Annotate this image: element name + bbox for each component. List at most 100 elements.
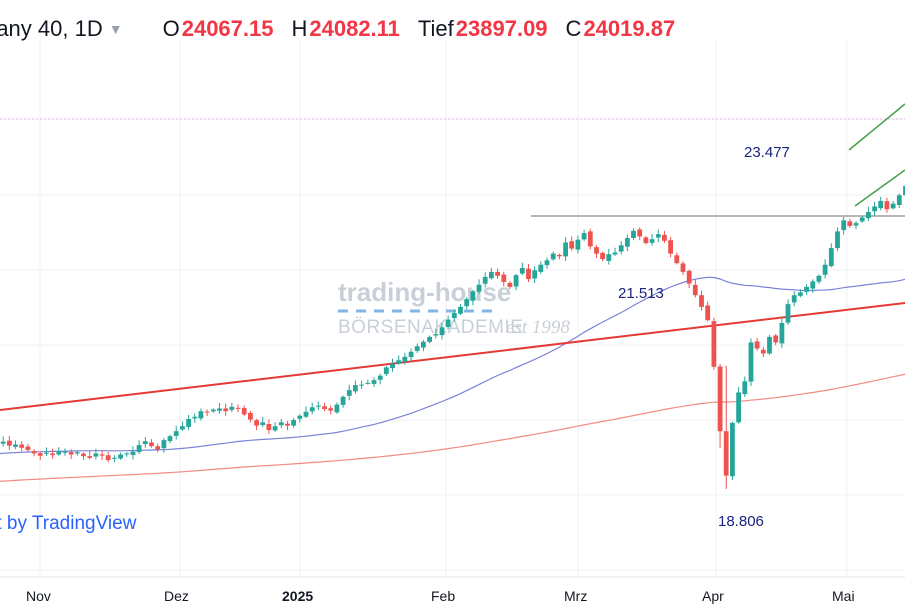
candle bbox=[649, 233, 655, 246]
candle-body bbox=[662, 234, 667, 241]
candle-body bbox=[186, 419, 191, 427]
x-tick-label: Nov bbox=[26, 588, 51, 604]
candle bbox=[841, 216, 847, 235]
candle-body bbox=[810, 281, 816, 289]
candle bbox=[767, 334, 772, 355]
symbol-label[interactable]: many 40, 1D bbox=[0, 16, 103, 41]
support-trendline bbox=[0, 302, 905, 411]
candle-body bbox=[742, 381, 748, 395]
candle-body bbox=[717, 366, 723, 432]
candle bbox=[730, 421, 735, 480]
candle bbox=[723, 365, 729, 489]
candle-body bbox=[896, 195, 902, 205]
candle-body bbox=[532, 270, 538, 279]
candle-body bbox=[377, 375, 383, 380]
candle-body bbox=[334, 404, 340, 413]
candle-body bbox=[241, 408, 247, 415]
candle bbox=[458, 304, 463, 316]
candle bbox=[229, 402, 235, 413]
candle-body bbox=[68, 452, 74, 455]
candle bbox=[705, 301, 711, 322]
candle bbox=[513, 273, 519, 291]
candle-body bbox=[254, 420, 259, 426]
candle-body bbox=[884, 201, 890, 210]
candle-body bbox=[680, 263, 686, 272]
candle bbox=[334, 402, 340, 414]
candle bbox=[142, 437, 148, 448]
candle bbox=[717, 363, 723, 448]
candle bbox=[569, 236, 575, 251]
x-tick-label: Dez bbox=[164, 588, 189, 604]
candle bbox=[291, 418, 296, 428]
candle bbox=[878, 196, 884, 211]
candle-body bbox=[878, 200, 884, 209]
candle bbox=[297, 414, 303, 423]
candle bbox=[804, 284, 809, 295]
candle bbox=[278, 418, 284, 429]
high-label: H bbox=[291, 16, 308, 41]
candle bbox=[489, 267, 494, 280]
candle bbox=[711, 317, 717, 370]
candle bbox=[112, 455, 117, 463]
candle-body bbox=[260, 422, 266, 425]
candle bbox=[773, 334, 779, 346]
candle-body bbox=[748, 342, 754, 382]
candle-body bbox=[692, 284, 698, 296]
candle-body bbox=[791, 295, 797, 303]
candle-body bbox=[62, 451, 68, 453]
candle-body bbox=[594, 247, 599, 254]
candle-body bbox=[93, 453, 99, 457]
candle-body bbox=[872, 206, 877, 212]
candle-body bbox=[655, 234, 661, 238]
candle bbox=[470, 289, 476, 306]
candle-body bbox=[396, 360, 402, 364]
candle bbox=[828, 243, 834, 268]
candle-body bbox=[476, 284, 482, 292]
candle bbox=[186, 414, 191, 430]
candle bbox=[692, 279, 698, 298]
tradingview-attribution[interactable]: rt by TradingView bbox=[0, 513, 136, 535]
candle bbox=[439, 322, 445, 340]
candle bbox=[37, 451, 43, 461]
candle bbox=[124, 452, 130, 457]
candle-body bbox=[612, 252, 618, 255]
candle bbox=[835, 227, 840, 251]
candle bbox=[99, 450, 105, 461]
candle-body bbox=[136, 445, 142, 453]
candle bbox=[655, 229, 661, 243]
candle-body bbox=[587, 231, 593, 247]
ma50-line bbox=[0, 276, 905, 455]
candle bbox=[235, 404, 241, 413]
candle-body bbox=[74, 452, 80, 454]
candle bbox=[798, 289, 803, 298]
candle-body bbox=[278, 422, 284, 426]
candle bbox=[822, 259, 828, 279]
candle-body bbox=[903, 185, 905, 196]
candle bbox=[637, 227, 643, 241]
candle-body bbox=[550, 253, 556, 260]
candle-body bbox=[161, 440, 167, 449]
candle-body bbox=[272, 426, 278, 431]
candle bbox=[606, 248, 612, 265]
x-tick-label: Feb bbox=[431, 588, 455, 604]
candle bbox=[396, 355, 402, 365]
chevron-down-icon[interactable]: ▼ bbox=[108, 21, 123, 37]
candle-body bbox=[723, 431, 729, 476]
candle-body bbox=[445, 319, 451, 327]
candle-body bbox=[322, 406, 327, 409]
channel-lower-line bbox=[854, 169, 905, 207]
open-label: O bbox=[162, 16, 180, 41]
candle-body bbox=[204, 411, 210, 413]
ohlc-legend: many 40, 1D ▼ O 24067.15 H 24082.11 Tief… bbox=[0, 12, 675, 46]
candle bbox=[872, 201, 877, 216]
candle-body bbox=[600, 252, 605, 260]
candle-body bbox=[105, 455, 111, 461]
candle bbox=[56, 447, 62, 456]
candle bbox=[674, 252, 680, 265]
candle-body bbox=[569, 241, 575, 249]
candle bbox=[903, 184, 905, 200]
candle bbox=[482, 272, 488, 288]
candle-body bbox=[402, 356, 408, 362]
candle-body bbox=[575, 239, 581, 250]
